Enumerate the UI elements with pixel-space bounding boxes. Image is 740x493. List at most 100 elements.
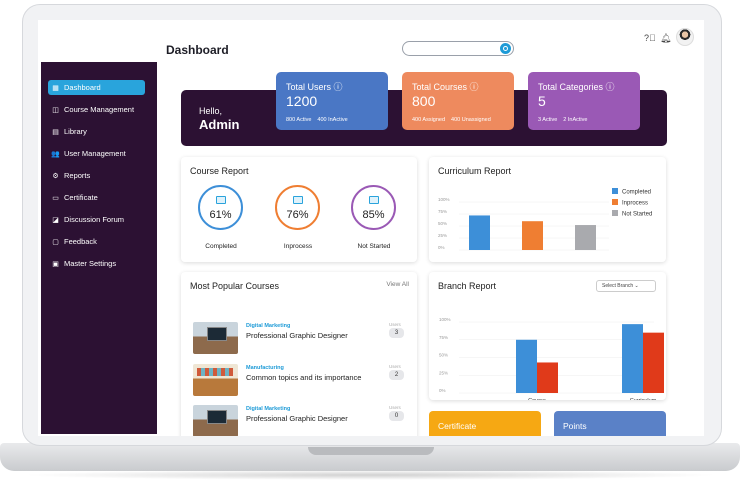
question-circle-icon[interactable]: ?⃝ [644,33,656,43]
sidebar-item-certificate[interactable]: ▭ Certificate [48,190,145,205]
users-count-badge: 3 [389,328,404,338]
sidebar-item-label: Course Management [64,105,135,114]
total-users-card[interactable]: Total Users ⓘ 1200 800 Active 400 InActiv… [276,72,388,130]
not-started-value: 85% [362,209,385,221]
app-screen: Dashboard ?⃝ 🔔︎ ▦ Dashboard ◫ Course Manage… [38,20,704,436]
y-tick-label: 0% [438,245,445,250]
users-count-badge: 0 [389,411,404,421]
course-category: Manufacturing [246,365,284,371]
presentation-icon [293,196,303,204]
reports-icon: ⚙ [52,172,59,180]
y-tick-label: 25% [438,233,447,238]
list-item[interactable]: Digital Marketing Professional Graphic De… [193,405,411,436]
bar-course-completed [516,339,537,393]
total-categories-value: 5 [538,93,546,109]
select-branch-dropdown[interactable]: Select Branch ⌄ [596,280,656,292]
total-users-title: Total Users ⓘ [286,82,343,92]
sidebar-item-label: Library [64,127,87,136]
users-count-badge: 2 [389,370,404,380]
sidebar-item-label: Certificate [64,193,98,202]
sidebar-item-user-management[interactable]: 👥 User Management [48,146,145,161]
y-tick-label: 100% [438,197,450,202]
users-label: Users [389,364,401,369]
curriculum-chart: 100% 75% 50% 25% 0% Completed Inprocess Not Sta… [438,188,652,251]
sidebar-item-library[interactable]: ▤ Library [48,124,145,139]
x-tick-label: Course [528,398,546,400]
legend-swatch [612,199,618,205]
total-categories-card[interactable]: Total Categories ⓘ 5 3 Active 2 InActive [528,72,640,130]
bar-inprocess [522,221,543,250]
sidebar-item-course-management[interactable]: ◫ Course Management [48,102,145,117]
y-tick-label: 50% [438,221,447,226]
chevron-down-icon: ⌄ [634,283,639,289]
inprocess-value: 76% [286,209,309,221]
certificate-icon: ▭ [52,194,59,202]
users-label: Users [389,405,401,410]
legend-label: Completed [622,190,651,196]
sidebar-item-label: Discussion Forum [64,215,125,224]
laptop-notch [308,447,434,455]
completed-value: 61% [209,209,232,221]
course-report-card: Course Report 61% Completed 76% Inproces… [181,157,417,262]
course-category: Digital Marketing [246,406,291,412]
presentation-icon [369,196,379,204]
total-courses-card[interactable]: Total Courses ⓘ 800 400 Assigned 400 Unas… [402,72,514,130]
settings-icon: ▣ [52,260,59,268]
forum-icon: ◪ [52,216,59,224]
hello-greeting: Hello, [199,106,223,116]
legend-swatch [612,210,618,216]
sidebar-item-feedback[interactable]: ▢ Feedback [48,234,145,249]
avatar[interactable] [676,28,694,46]
list-item[interactable]: Manufacturing Common topics and its impor… [193,364,411,396]
sidebar-item-label: Reports [64,171,91,180]
course-thumbnail [193,405,238,436]
y-tick-label: 75% [439,335,448,340]
total-courses-title: Total Courses ⓘ [412,82,479,92]
inprocess-ring: 76% [275,185,320,230]
y-tick-label: 25% [439,370,448,375]
page-title: Dashboard [166,43,229,57]
sidebar-item-reports[interactable]: ⚙ Reports [48,168,145,183]
sidebar-item-discussion-forum[interactable]: ◪ Discussion Forum [48,212,145,227]
search-input[interactable] [402,41,514,56]
sidebar [41,62,157,434]
users-icon: 👥 [51,150,60,158]
laptop-shadow [20,470,720,480]
view-all-link[interactable]: View All [386,281,409,288]
bell-icon[interactable]: 🔔︎ [660,33,672,43]
list-item[interactable]: Digital Marketing Professional Graphic De… [193,322,411,354]
course-thumbnail [193,364,238,396]
search-icon[interactable] [500,43,511,54]
bar-completed [469,215,490,250]
course-thumbnail [193,322,238,354]
sidebar-item-master-settings[interactable]: ▣ Master Settings [48,256,145,271]
branch-chart: 100%75%50%25%0%CourseCurriculumCompleted… [439,317,664,400]
sidebar-item-label: Master Settings [64,259,117,268]
x-tick-label: Curriculum [630,398,657,400]
completed-ring: 61% [198,185,243,230]
course-category: Digital Marketing [246,323,291,329]
course-icon: ◫ [52,106,59,114]
branch-report-title: Branch Report [438,281,497,291]
hello-name: Admin [199,117,240,132]
y-tick-label: 75% [438,209,447,214]
legend-label: Not Started [622,212,652,218]
bar-course-not-started [537,362,558,393]
course-name: Common topics and its importance [246,373,362,382]
sidebar-item-dashboard[interactable]: ▦ Dashboard [48,80,145,95]
certificate-card[interactable]: Certificate [429,411,541,436]
total-categories-title: Total Categories ⓘ [538,82,615,92]
users-label: Users [389,322,401,327]
legend-label: Inprocess [622,201,648,207]
bar-curriculum-not-started [643,332,664,393]
legend-swatch [612,188,618,194]
curriculum-report-card: Curriculum Report 100% 75% 50% 25% 0% Complet… [429,157,666,262]
not-started-ring: 85% [351,185,396,230]
curriculum-report-title: Curriculum Report [438,166,512,176]
total-users-value: 1200 [286,93,318,109]
points-card[interactable]: Points [554,411,666,436]
bar-not-started [575,225,596,250]
popular-courses-card: Most Popular Courses View All Digital Ma… [181,272,417,436]
course-name: Professional Graphic Designer [246,331,348,340]
